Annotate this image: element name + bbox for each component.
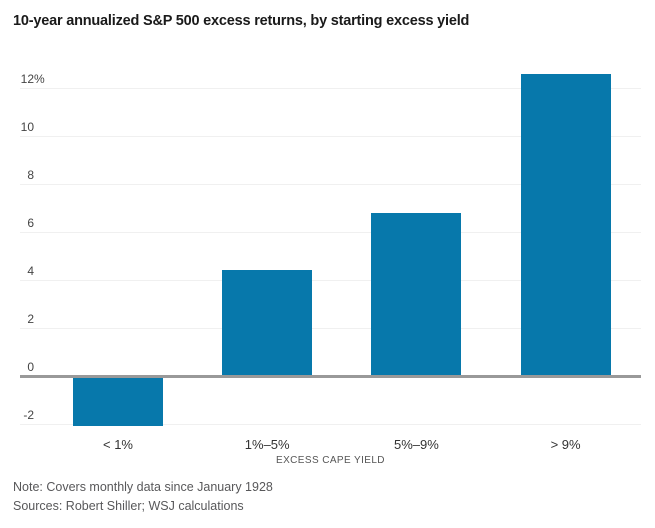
y-tick-label: 4 [27,264,34,278]
y-tick-label: 2 [27,312,34,326]
chart-title: 10-year annualized S&P 500 excess return… [13,13,470,29]
x-tick-label: 5%–9% [393,437,439,452]
x-tick-label: 1%–5% [244,437,290,452]
y-tick-label: -2 [23,408,34,422]
gridline [20,184,641,185]
gridline [20,424,641,425]
y-tick-label: 10 [20,120,34,134]
y-tick-label: 8 [27,168,34,182]
gridline [20,88,641,89]
gridline [20,280,641,281]
x-tick-label: < 1% [103,437,133,452]
gridline [20,328,641,329]
bar-> 9% [520,73,611,376]
bar-5%–9% [371,212,462,376]
bar-< 1% [73,376,163,427]
y-tick-label: 0 [27,360,34,374]
gridline [20,232,641,233]
x-axis-title: EXCESS CAPE YIELD [276,455,385,466]
y-tick-label: 6 [27,216,34,230]
bar-1%–5% [222,270,313,376]
y-tick-label: 12% [20,72,45,86]
zero-line [20,375,641,378]
chart-note: Note: Covers monthly data since January … [13,480,273,494]
gridline [20,136,641,137]
x-tick-label: > 9% [550,437,581,452]
chart-sources: Sources: Robert Shiller; WSJ calculation… [13,499,244,513]
